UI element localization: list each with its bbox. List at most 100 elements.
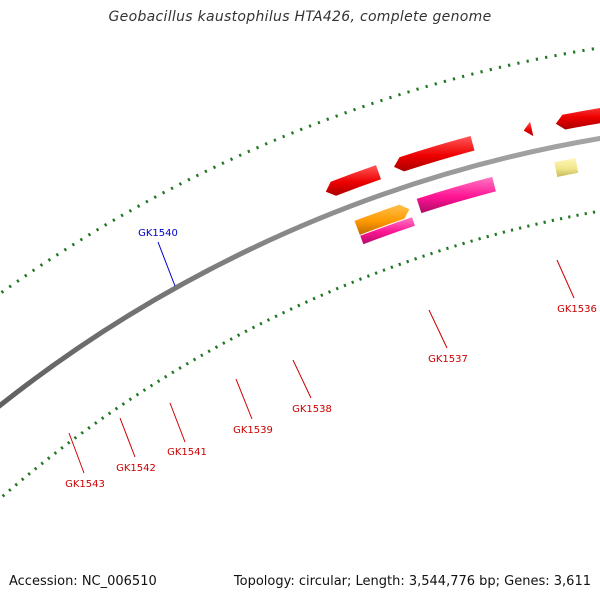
minor-tick [422, 254, 426, 258]
minor-tick [23, 273, 28, 278]
ruler-minor-ticks [0, 47, 596, 498]
minor-tick [299, 127, 303, 132]
gene-leader-line [292, 359, 312, 399]
minor-tick [187, 177, 191, 182]
gene-leader-line [556, 259, 575, 299]
minor-tick [398, 262, 402, 267]
minor-tick [247, 149, 251, 154]
minor-tick [33, 466, 38, 471]
minor-tick [145, 199, 149, 204]
minor-tick [374, 271, 378, 275]
minor-tick [289, 307, 293, 311]
minor-tick [161, 190, 166, 195]
minor-tick [47, 257, 52, 262]
minor-tick [39, 263, 44, 267]
minor-tick [192, 357, 197, 362]
minor-tick [195, 173, 199, 178]
minor-tick [282, 134, 286, 139]
minor-tick [517, 61, 520, 65]
minor-tick [229, 157, 234, 162]
minor-tick [327, 290, 332, 294]
minor-tick [53, 451, 58, 455]
minor-tick [163, 374, 168, 379]
minor-tick [320, 293, 324, 298]
minor-tick [498, 65, 502, 70]
minor-tick [582, 48, 585, 53]
gene-leader-line [235, 378, 253, 420]
minor-tick [518, 226, 522, 230]
minor-tick [416, 87, 420, 91]
cds-arrow [523, 121, 534, 137]
minor-tick [297, 303, 301, 308]
gene-label-gk1540[interactable]: GK1540 [138, 228, 178, 239]
minor-tick [236, 333, 241, 338]
minor-tick [136, 204, 141, 209]
gene-arrow-gk1541 [554, 158, 579, 177]
minor-tick [290, 131, 295, 135]
minor-tick [551, 218, 555, 223]
minor-tick [73, 435, 78, 440]
minor-tick [71, 242, 76, 247]
minor-tick [149, 383, 154, 388]
minor-tick [121, 402, 126, 406]
minor-tick [255, 145, 260, 150]
minor-tick [507, 63, 511, 67]
gene-label-gk1541[interactable]: GK1541 [167, 447, 207, 458]
minor-tick [238, 153, 242, 158]
minor-tick [178, 366, 182, 370]
minor-tick [0, 289, 5, 294]
minor-tick [429, 251, 434, 256]
gene-arrow-gk1543 [416, 176, 496, 214]
minor-tick [251, 325, 256, 330]
cds-arrow [555, 108, 600, 130]
minor-tick [244, 329, 248, 334]
cds-arrow [354, 204, 410, 235]
minor-tick [63, 247, 68, 252]
minor-tick [370, 101, 374, 106]
minor-tick [480, 70, 483, 74]
minor-tick [8, 284, 12, 289]
minor-tick [142, 388, 147, 392]
gene-label-gk1539[interactable]: GK1539 [233, 425, 273, 436]
minor-tick [454, 244, 457, 248]
minor-tick [304, 300, 309, 304]
minor-tick [486, 234, 490, 239]
minor-tick [259, 321, 263, 326]
gene-leader-line [119, 417, 136, 458]
minor-tick [470, 72, 474, 76]
minor-tick [361, 104, 365, 109]
minor-tick [535, 222, 538, 226]
gene-label-gk1543[interactable]: GK1543 [65, 479, 105, 490]
minor-tick [470, 239, 474, 243]
minor-tick [1, 493, 6, 498]
cds-arrow [394, 136, 475, 172]
gene-label-gk1537[interactable]: GK1537 [428, 354, 468, 365]
minor-tick [526, 224, 530, 228]
minor-tick [592, 210, 596, 214]
minor-tick [214, 345, 219, 349]
minor-tick [388, 95, 392, 100]
gene-label-gk1538[interactable]: GK1538 [292, 404, 332, 415]
minor-tick [112, 218, 116, 222]
gene-leader-line [157, 241, 176, 287]
minor-tick [414, 257, 418, 261]
minor-tick [79, 237, 84, 242]
minor-tick [221, 161, 225, 165]
minor-tick [461, 74, 465, 79]
gene-label-gk1536[interactable]: GK1536 [557, 304, 597, 315]
minor-tick [544, 55, 548, 60]
minor-tick [171, 370, 175, 375]
minor-tick [443, 79, 447, 84]
minor-tick [185, 361, 189, 366]
minor-tick [264, 142, 268, 146]
minor-tick [335, 286, 339, 291]
minor-tick [156, 379, 161, 383]
minor-tick [273, 138, 277, 142]
minor-tick [100, 416, 105, 421]
minor-tick [14, 482, 19, 487]
minor-tick [178, 182, 183, 186]
minor-tick [502, 230, 506, 234]
gene-label-gk1542[interactable]: GK1542 [116, 463, 156, 474]
minor-tick [60, 446, 64, 450]
gene-leader-line [68, 432, 85, 474]
